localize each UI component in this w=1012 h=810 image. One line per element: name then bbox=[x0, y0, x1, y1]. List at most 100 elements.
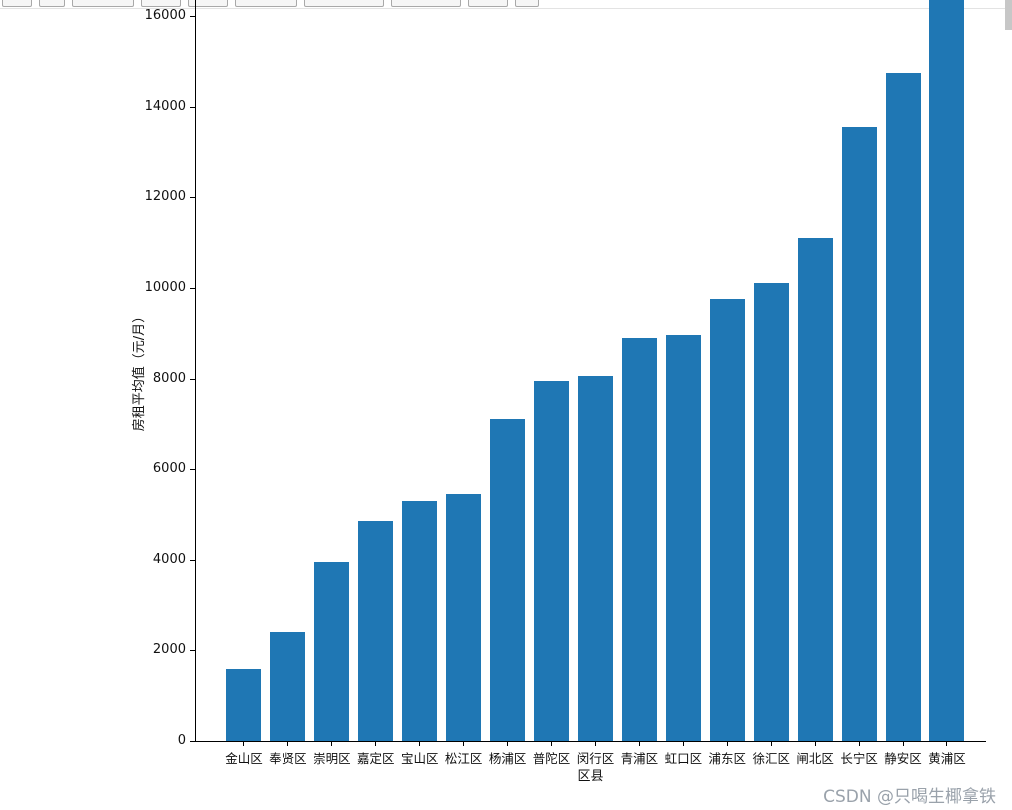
x-tick-label: 普陀区 bbox=[532, 751, 571, 766]
bar-slot bbox=[530, 0, 574, 741]
bar-杨浦区 bbox=[490, 419, 526, 741]
scrollbar-thumb[interactable] bbox=[1005, 0, 1012, 30]
x-tick-mark bbox=[946, 742, 948, 746]
bar-slot bbox=[661, 0, 705, 741]
x-tick-slot bbox=[442, 742, 486, 746]
toolbar-fragment[interactable] bbox=[468, 0, 508, 7]
y-tick-mark bbox=[190, 378, 196, 380]
y-tick-mark bbox=[190, 741, 196, 742]
x-tick-slot bbox=[266, 742, 310, 746]
toolbar-fragment[interactable] bbox=[391, 0, 461, 7]
bar-嘉定区 bbox=[358, 521, 394, 741]
bar-宝山区 bbox=[402, 500, 438, 741]
toolbar-fragment[interactable] bbox=[2, 0, 32, 7]
bar-长宁区 bbox=[841, 127, 877, 741]
x-tick-label: 黄浦区 bbox=[928, 751, 966, 766]
y-tick-mark bbox=[190, 559, 196, 561]
x-axis-title: 区县 bbox=[577, 769, 604, 784]
toolbar-fragment[interactable] bbox=[235, 0, 297, 7]
x-tick-mark bbox=[682, 742, 684, 746]
bar-浦东区 bbox=[709, 299, 745, 741]
x-tick-label: 杨浦区 bbox=[488, 751, 527, 766]
y-axis-title-text: 房租平均值（元/月） bbox=[132, 309, 148, 431]
x-tick-slot bbox=[310, 742, 354, 746]
y-tick-mark bbox=[190, 287, 196, 289]
x-tick-slot bbox=[705, 742, 749, 746]
x-axis-tickmarks bbox=[196, 742, 985, 746]
x-tick-mark bbox=[243, 742, 245, 746]
bar-slot bbox=[837, 0, 881, 741]
x-axis-labels: 金山区 奉贤区 崇明区 嘉定区 宝山区 松江区 杨浦区 普陀区 闵行区 青浦区 虹口区 浦东区 徐汇区闸… bbox=[196, 748, 985, 767]
x-tick-slot bbox=[837, 742, 881, 746]
y-tick-mark bbox=[190, 106, 196, 108]
bar-slot bbox=[354, 0, 398, 741]
y-tick-label: 4000 bbox=[152, 551, 186, 567]
x-tick-slot bbox=[398, 742, 442, 746]
x-tick-label: 徐汇区 bbox=[752, 751, 790, 766]
x-axis-spine bbox=[195, 741, 986, 742]
toolbar-fragment[interactable] bbox=[515, 0, 539, 7]
x-tick-slot bbox=[925, 742, 969, 746]
x-tick-label: 金山区 bbox=[225, 751, 263, 766]
bar-奉贤区 bbox=[270, 632, 306, 741]
x-tick-label: 奉贤区 bbox=[269, 751, 307, 766]
x-tick-mark bbox=[638, 742, 640, 746]
bar-闸北区 bbox=[797, 238, 833, 741]
toolbar-fragment[interactable] bbox=[304, 0, 384, 7]
top-toolbar-fragments bbox=[2, 0, 539, 7]
x-tick-slot bbox=[881, 742, 925, 746]
bar-slot bbox=[486, 0, 530, 741]
bar-slot bbox=[442, 0, 486, 741]
y-tick-label: 2000 bbox=[152, 642, 186, 658]
x-tick-slot bbox=[530, 742, 574, 746]
bar-黄浦区 bbox=[929, 0, 965, 741]
x-tick-mark bbox=[551, 742, 553, 746]
bar-slot bbox=[925, 0, 969, 741]
toolbar-fragment[interactable] bbox=[39, 0, 65, 7]
y-tick-mark bbox=[190, 16, 196, 17]
x-tick-label: 闵行区 bbox=[576, 751, 615, 766]
watermark: CSDN @只喝生椰拿铁 bbox=[823, 787, 996, 807]
bar-青浦区 bbox=[621, 337, 657, 741]
bar-slot bbox=[617, 0, 661, 741]
x-tick-label: 长宁区 bbox=[840, 751, 878, 766]
x-tick-label: 松江区 bbox=[444, 751, 483, 766]
y-axis-spine bbox=[195, 0, 196, 742]
x-tick-slot bbox=[749, 742, 793, 746]
x-tick-mark bbox=[902, 742, 904, 746]
bar-slot bbox=[793, 0, 837, 741]
y-tick-label: 12000 bbox=[144, 189, 186, 205]
x-tick-slot bbox=[222, 742, 266, 746]
x-tick-mark bbox=[287, 742, 289, 746]
bar-虹口区 bbox=[665, 335, 701, 741]
x-tick-mark bbox=[726, 742, 728, 746]
x-tick-label: 闸北区 bbox=[796, 751, 834, 766]
x-tick-label: 静安区 bbox=[884, 751, 922, 766]
x-tick-mark bbox=[419, 742, 421, 746]
x-tick-slot bbox=[617, 742, 661, 746]
x-tick-slot bbox=[354, 742, 398, 746]
bar-slot bbox=[398, 0, 442, 741]
x-tick-mark bbox=[770, 742, 772, 746]
bar-slot bbox=[881, 0, 925, 741]
toolbar-fragment[interactable] bbox=[72, 0, 134, 7]
y-tick-label: 10000 bbox=[144, 279, 186, 295]
toolbar-fragment[interactable] bbox=[141, 0, 181, 7]
y-tick-label: 6000 bbox=[152, 461, 186, 477]
x-tick-slot bbox=[574, 742, 618, 746]
x-tick-mark bbox=[594, 742, 596, 746]
x-tick-label: 虹口区 bbox=[664, 751, 703, 766]
x-tick-slot bbox=[661, 742, 705, 746]
x-tick-mark bbox=[814, 742, 816, 746]
x-tick-label: 宝山区 bbox=[400, 751, 439, 766]
bar-静安区 bbox=[885, 72, 921, 741]
x-tick-label: 青浦区 bbox=[620, 751, 659, 766]
x-tick-label: 浦东区 bbox=[708, 751, 747, 766]
toolbar-fragment[interactable] bbox=[188, 0, 228, 7]
y-tick-mark bbox=[190, 197, 196, 199]
x-tick-label: 崇明区 bbox=[313, 751, 351, 766]
y-tick-mark bbox=[190, 650, 196, 652]
bar-slot bbox=[222, 0, 266, 741]
y-tick-label: 14000 bbox=[144, 98, 186, 114]
